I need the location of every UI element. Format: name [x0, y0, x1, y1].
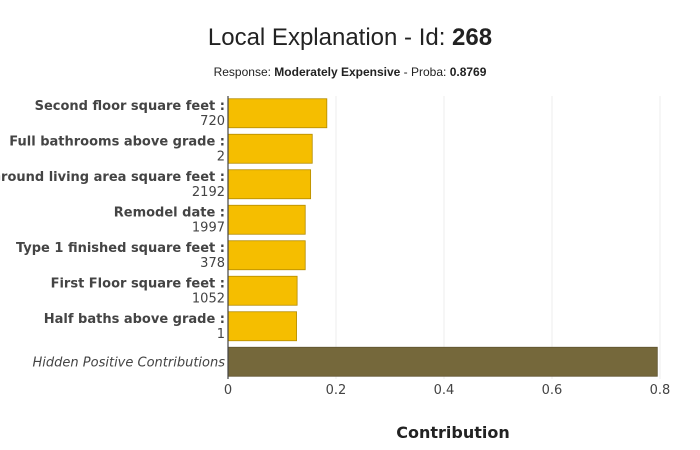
contribution-bar[interactable] [227, 311, 297, 342]
subtitle-proba-prefix: - Proba: [400, 65, 449, 79]
subtitle-response: Moderately Expensive [274, 65, 400, 79]
contribution-bar[interactable] [227, 275, 298, 306]
chart-subtitle: Response: Moderately Expensive - Proba: … [214, 65, 487, 79]
x-axis: 0 0.2 0.4 0.6 0.8 [224, 96, 670, 398]
feature-name-label: Full bathrooms above grade : [9, 135, 225, 150]
feature-value-label: 2192 [192, 185, 225, 200]
x-tick-label: 0.8 [650, 383, 671, 398]
hidden-contributions-bar[interactable] [227, 346, 658, 377]
contribution-bar[interactable] [227, 133, 313, 164]
subtitle-proba: 0.8769 [450, 65, 487, 79]
feature-value-label: 2 [217, 150, 225, 165]
feature-value-label: 720 [200, 114, 225, 129]
feature-value-label: 378 [200, 256, 225, 271]
x-tick-label: 0.4 [434, 383, 455, 398]
feature-value-label: 1 [217, 327, 225, 342]
chart-title: Local Explanation - Id: 268 [208, 24, 492, 51]
feature-name-label: First Floor square feet : [51, 277, 225, 292]
chart-title-id: 268 [452, 24, 492, 51]
x-tick-label: 0.2 [326, 383, 347, 398]
feature-name-label: Half baths above grade : [44, 312, 225, 327]
contribution-bar[interactable] [227, 98, 328, 129]
chart-title-prefix: Local Explanation - Id: [208, 24, 452, 51]
feature-value-label: 1997 [192, 221, 225, 236]
plot-bars [227, 98, 658, 377]
x-tick-label: 0 [224, 383, 232, 398]
feature-name-label: Type 1 finished square feet : [16, 241, 225, 256]
contribution-bar[interactable] [227, 204, 306, 235]
contribution-bar[interactable] [227, 169, 312, 200]
feature-value-label: 1052 [192, 292, 225, 307]
x-tick-label: 0.6 [542, 383, 563, 398]
x-axis-label: Contribution [396, 423, 510, 442]
plot-labels: Second floor square feet :720 Full bathro… [0, 99, 225, 370]
subtitle-response-prefix: Response: [214, 65, 275, 79]
plot-grid [335, 96, 661, 379]
hidden-contributions-label: Hidden Positive Contributions [33, 355, 226, 370]
contribution-bar[interactable] [227, 240, 306, 271]
feature-name-label: Remodel date : [114, 206, 225, 221]
feature-name-label: Second floor square feet : [35, 99, 225, 114]
feature-name-label: Ground living area square feet : [0, 170, 225, 185]
